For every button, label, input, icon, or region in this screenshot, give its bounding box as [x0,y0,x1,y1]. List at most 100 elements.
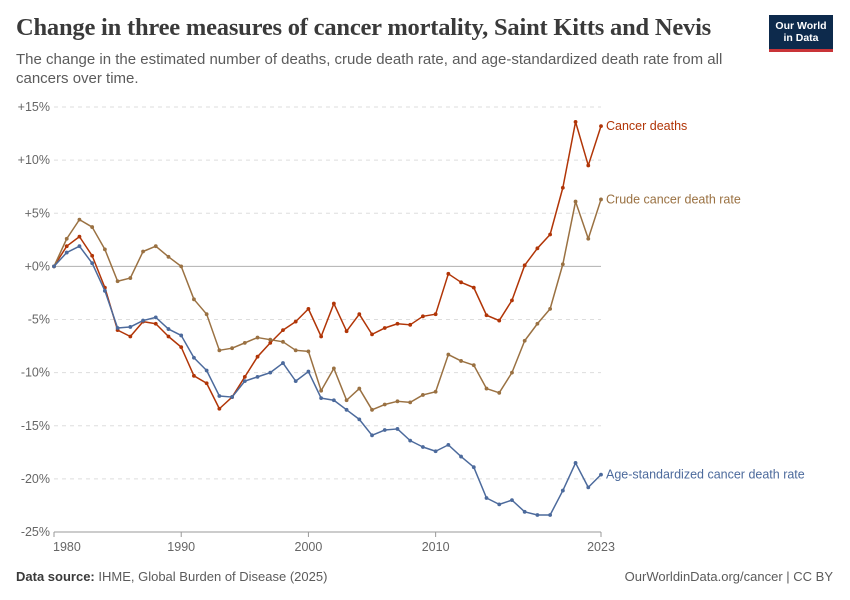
series-cancer-deaths[interactable] [52,119,603,411]
data-point[interactable] [459,359,463,363]
data-point[interactable] [331,301,336,306]
data-point[interactable] [217,406,222,411]
data-point[interactable] [382,428,387,432]
data-point[interactable] [141,318,145,323]
series-age-standardized[interactable] [52,244,603,517]
data-point[interactable] [535,513,540,517]
data-point[interactable] [344,407,349,412]
data-point[interactable] [599,124,603,129]
data-point[interactable] [395,321,400,326]
data-point[interactable] [102,288,107,293]
data-point[interactable] [408,438,413,443]
data-point[interactable] [204,312,209,317]
data-point[interactable] [128,325,133,329]
data-point[interactable] [64,236,69,241]
footer-credit[interactable]: OurWorldinData.org/cancer | CC BY [624,569,833,584]
data-point[interactable] [153,315,158,320]
data-point[interactable] [599,197,603,202]
data-point[interactable] [560,185,565,190]
data-point[interactable] [141,249,145,254]
data-point[interactable] [281,361,285,365]
data-point[interactable] [408,322,413,327]
data-point[interactable] [586,163,591,168]
data-point[interactable] [573,461,578,465]
data-point[interactable] [433,389,438,394]
data-point[interactable] [471,465,476,470]
data-point[interactable] [522,338,527,343]
data-point[interactable] [535,321,540,326]
data-point[interactable] [217,348,222,353]
data-source-text[interactable]: IHME, Global Burden of Disease (2025) [98,569,328,584]
data-point[interactable] [560,262,565,267]
data-point[interactable] [255,354,260,359]
data-point[interactable] [586,485,591,490]
data-point[interactable] [459,454,463,459]
data-point[interactable] [395,399,400,404]
data-point[interactable] [421,393,425,397]
data-point[interactable] [230,395,234,399]
data-point[interactable] [510,498,514,503]
data-point[interactable] [459,280,463,285]
data-point[interactable] [166,254,171,259]
data-point[interactable] [293,348,298,353]
data-point[interactable] [535,246,540,251]
data-point[interactable] [522,263,527,268]
data-point[interactable] [281,328,285,333]
data-point[interactable] [433,312,438,317]
data-point[interactable] [242,379,247,384]
data-point[interactable] [471,363,476,368]
data-point[interactable] [319,396,324,401]
data-point[interactable] [268,370,273,375]
data-point[interactable] [115,326,120,330]
data-point[interactable] [548,306,553,311]
data-point[interactable] [192,373,196,378]
data-point[interactable] [446,352,451,357]
data-point[interactable] [77,217,82,222]
data-point[interactable] [599,472,603,477]
data-point[interactable] [255,374,260,379]
data-point[interactable] [306,306,311,311]
data-point[interactable] [268,337,273,342]
data-point[interactable] [395,427,400,431]
data-point[interactable] [497,502,502,507]
data-point[interactable] [90,261,95,266]
data-point[interactable] [331,366,336,371]
data-point[interactable] [102,247,107,252]
data-point[interactable] [204,381,209,386]
data-point[interactable] [179,264,184,269]
data-point[interactable] [382,402,387,407]
data-point[interactable] [306,349,311,354]
data-point[interactable] [90,225,95,229]
data-point[interactable] [77,234,82,239]
data-point[interactable] [319,388,324,393]
data-point[interactable] [52,264,56,269]
data-point[interactable] [128,334,133,339]
data-point[interactable] [370,332,374,337]
data-point[interactable] [573,119,578,124]
data-point[interactable] [560,488,565,493]
series-line[interactable] [53,199,602,411]
data-point[interactable] [421,445,425,449]
data-point[interactable] [357,417,362,422]
data-point[interactable] [357,386,362,391]
data-point[interactable] [192,297,196,302]
data-point[interactable] [357,312,362,317]
data-point[interactable] [293,319,298,324]
series-line[interactable] [53,245,602,516]
data-point[interactable] [230,346,234,351]
data-point[interactable] [471,285,476,290]
data-point[interactable] [548,232,553,237]
data-point[interactable] [166,327,171,331]
data-point[interactable] [344,329,349,334]
data-point[interactable] [586,236,591,241]
data-point[interactable] [548,513,553,517]
data-point[interactable] [293,379,298,384]
data-point[interactable] [370,433,374,438]
data-point[interactable] [484,313,489,318]
data-point[interactable] [268,340,273,345]
data-point[interactable] [255,335,260,340]
data-point[interactable] [166,334,171,339]
data-point[interactable] [128,276,133,280]
data-point[interactable] [382,326,387,330]
data-point[interactable] [497,318,502,323]
